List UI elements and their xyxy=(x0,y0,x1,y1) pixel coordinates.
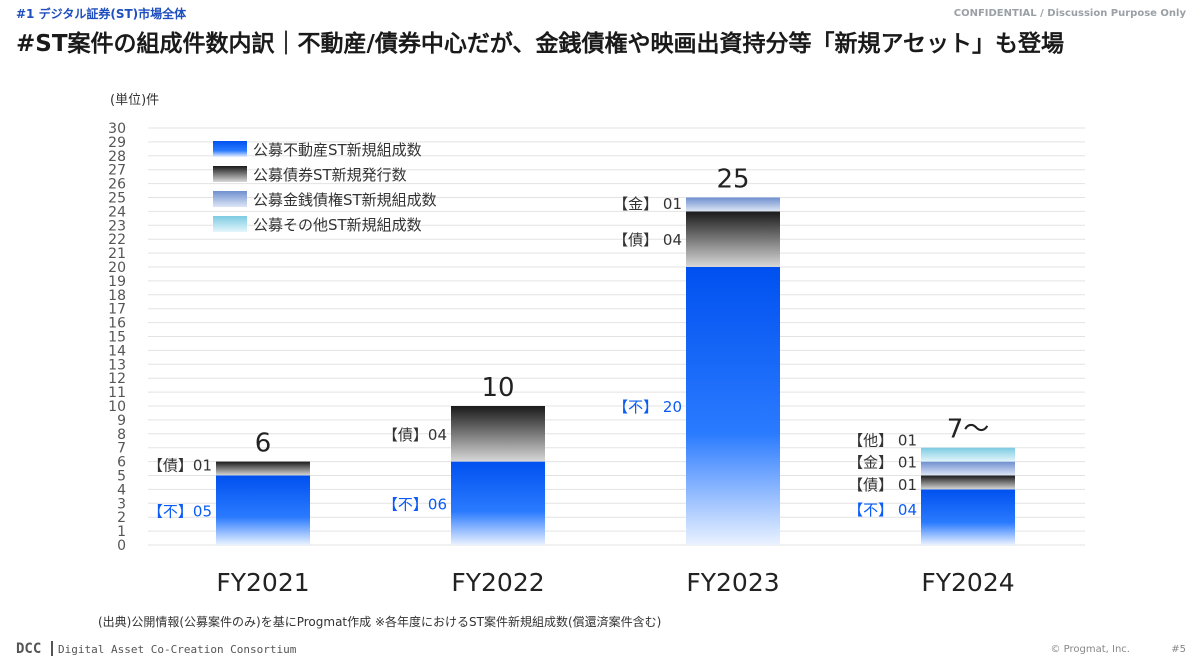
bar-segment-mon xyxy=(686,197,780,212)
bar-segment-re xyxy=(451,461,545,545)
x-tick-label: FY2024 xyxy=(921,568,1014,597)
bar-segment-re xyxy=(921,489,1015,545)
legend-swatch-mon xyxy=(213,191,247,207)
page-title: #ST案件の組成件数内訳｜不動産/債券中心だが、金銭債権や映画出資持分等「新規ア… xyxy=(16,31,1065,57)
bar-segment-re xyxy=(216,475,310,545)
segment-label: 【不】 04 xyxy=(848,501,917,519)
segment-label: 【債】04 xyxy=(383,426,447,444)
y-tick-label: 26 xyxy=(108,177,126,193)
segment-label: 【債】 04 xyxy=(613,231,682,249)
y-tick-label: 6 xyxy=(117,455,126,471)
legend-swatch-re xyxy=(213,141,247,157)
copyright: © Progmat, Inc. xyxy=(1050,644,1130,655)
bar-segment-bond xyxy=(451,406,545,462)
x-tick-label: FY2023 xyxy=(686,568,779,597)
y-tick-label: 30 xyxy=(108,121,126,137)
x-tick-label: FY2021 xyxy=(216,568,309,597)
segment-label: 【金】 01 xyxy=(613,195,682,213)
total-label: 6 xyxy=(255,429,272,459)
bar-segment-bond xyxy=(921,475,1015,490)
y-tick-label: 0 xyxy=(117,538,126,554)
y-tick-label: 12 xyxy=(108,371,126,387)
segment-label: 【不】05 xyxy=(148,502,212,520)
y-tick-label: 25 xyxy=(108,191,126,207)
y-tick-label: 15 xyxy=(108,330,126,346)
y-tick-label: 27 xyxy=(108,163,126,179)
y-tick-label: 1 xyxy=(117,524,126,540)
y-tick-label: 3 xyxy=(117,496,126,512)
legend-label: 公募金銭債権ST新規組成数 xyxy=(253,191,437,209)
source-footnote: (出典)公開情報(公募案件のみ)を基にProgmat作成 ※各年度におけるST案… xyxy=(98,615,662,629)
total-label: 25 xyxy=(716,165,749,195)
y-tick-label: 14 xyxy=(108,343,126,359)
legend-label: 公募債券ST新規発行数 xyxy=(253,166,407,184)
bar-segment-re xyxy=(686,267,780,545)
y-tick-label: 13 xyxy=(108,357,126,373)
y-tick-label: 20 xyxy=(108,260,126,276)
y-tick-label: 16 xyxy=(108,316,126,332)
stacked-bar-chart: (単位)件01234567891011121314151617181920212… xyxy=(108,92,1085,597)
bar-segment-mon xyxy=(921,461,1015,476)
y-tick-label: 10 xyxy=(108,399,126,415)
y-tick-label: 19 xyxy=(108,274,126,290)
y-tick-label: 28 xyxy=(108,149,126,165)
y-tick-label: 24 xyxy=(108,204,126,220)
dcc-logo: DCC xyxy=(16,641,42,657)
y-tick-label: 2 xyxy=(117,510,126,526)
bar-segment-bond xyxy=(216,461,310,476)
footer-divider xyxy=(51,641,53,656)
section-tag: #1 デジタル証券(ST)市場全体 xyxy=(16,7,187,21)
y-tick-label: 7 xyxy=(117,441,126,457)
total-label: 7〜 xyxy=(947,415,990,445)
segment-label: 【他】 01 xyxy=(848,431,917,449)
legend-label: 公募不動産ST新規組成数 xyxy=(253,141,422,159)
y-tick-label: 21 xyxy=(108,246,126,262)
confidential-label: CONFIDENTIAL / Discussion Purpose Only xyxy=(953,8,1186,19)
segment-label: 【不】06 xyxy=(383,495,447,513)
total-label: 10 xyxy=(481,373,514,403)
x-tick-label: FY2022 xyxy=(451,568,544,597)
segment-label: 【債】 01 xyxy=(848,476,917,494)
y-tick-label: 17 xyxy=(108,302,126,318)
y-tick-label: 23 xyxy=(108,218,126,234)
legend-label: 公募その他ST新規組成数 xyxy=(253,216,422,234)
y-tick-label: 8 xyxy=(117,427,126,443)
segment-label: 【不】 20 xyxy=(613,398,682,416)
page-number: #5 xyxy=(1171,644,1186,655)
bar-segment-bond xyxy=(686,211,780,267)
footer-org-name: Digital Asset Co-Creation Consortium xyxy=(58,643,297,656)
y-tick-label: 11 xyxy=(108,385,126,401)
segment-label: 【債】01 xyxy=(148,457,212,475)
bar-segment-oth xyxy=(921,447,1015,462)
y-tick-label: 9 xyxy=(117,413,126,429)
y-tick-label: 5 xyxy=(117,469,126,485)
y-tick-label: 22 xyxy=(108,232,126,248)
unit-label: (単位)件 xyxy=(110,92,159,108)
y-tick-label: 4 xyxy=(117,482,126,498)
segment-label: 【金】 01 xyxy=(848,454,917,472)
legend-swatch-oth xyxy=(213,216,247,232)
y-tick-label: 29 xyxy=(108,135,126,151)
legend-swatch-bond xyxy=(213,166,247,182)
y-tick-label: 18 xyxy=(108,288,126,304)
